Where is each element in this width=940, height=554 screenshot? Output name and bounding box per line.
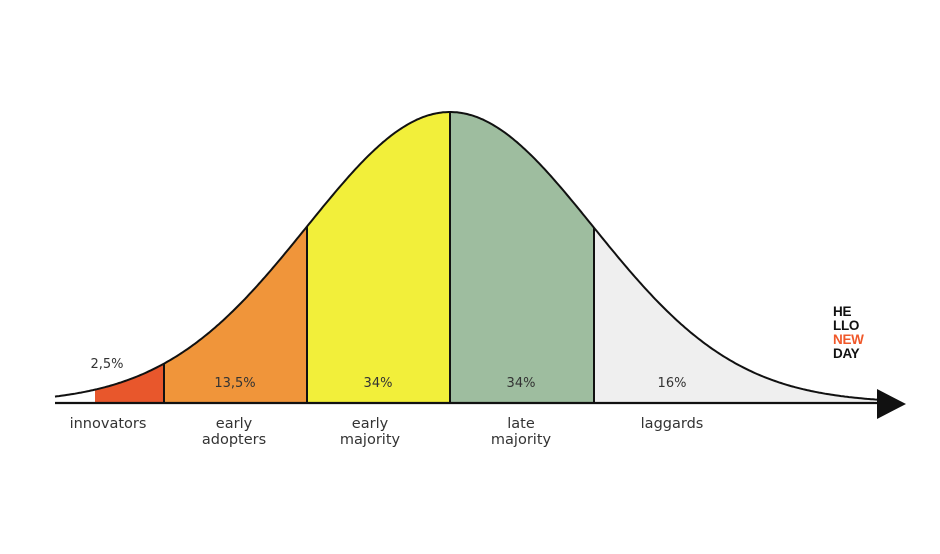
axis-arrow-icon	[877, 389, 906, 419]
early-adopters-label: early adopters	[202, 416, 266, 448]
label-line: laggards	[640, 416, 704, 432]
early-majority-label: early majority	[340, 416, 400, 448]
logo-line: DAY	[833, 346, 860, 361]
label-line: late	[507, 416, 535, 432]
label-line: innovators	[69, 416, 147, 432]
logo-line: LLO	[833, 318, 860, 333]
early-majority-percent: 34%	[363, 376, 393, 391]
innovators-percent: 2,5%	[90, 357, 124, 372]
logo-line: HE	[833, 304, 852, 319]
logo-line: NEW	[833, 332, 864, 347]
early-adopters-percent: 13,5%	[214, 376, 256, 391]
label-line: majority	[490, 432, 552, 448]
segment-fills	[95, 112, 874, 403]
laggards-fill	[594, 112, 874, 403]
segment-dividers	[163, 112, 595, 403]
hello-new-day-logo: HE LLO NEW DAY	[833, 305, 864, 361]
label-line: adopters	[201, 432, 267, 448]
late-majority-label: late majority	[491, 416, 551, 448]
innovators-label: innovators	[70, 416, 147, 432]
late-majority-percent: 34%	[506, 376, 536, 391]
laggards-label: laggards	[641, 416, 704, 432]
laggards-percent: 16%	[657, 376, 687, 391]
label-line: early	[215, 416, 253, 432]
bell-curve-line	[54, 111, 880, 401]
label-line: majority	[339, 432, 401, 448]
label-line: early	[351, 416, 389, 432]
